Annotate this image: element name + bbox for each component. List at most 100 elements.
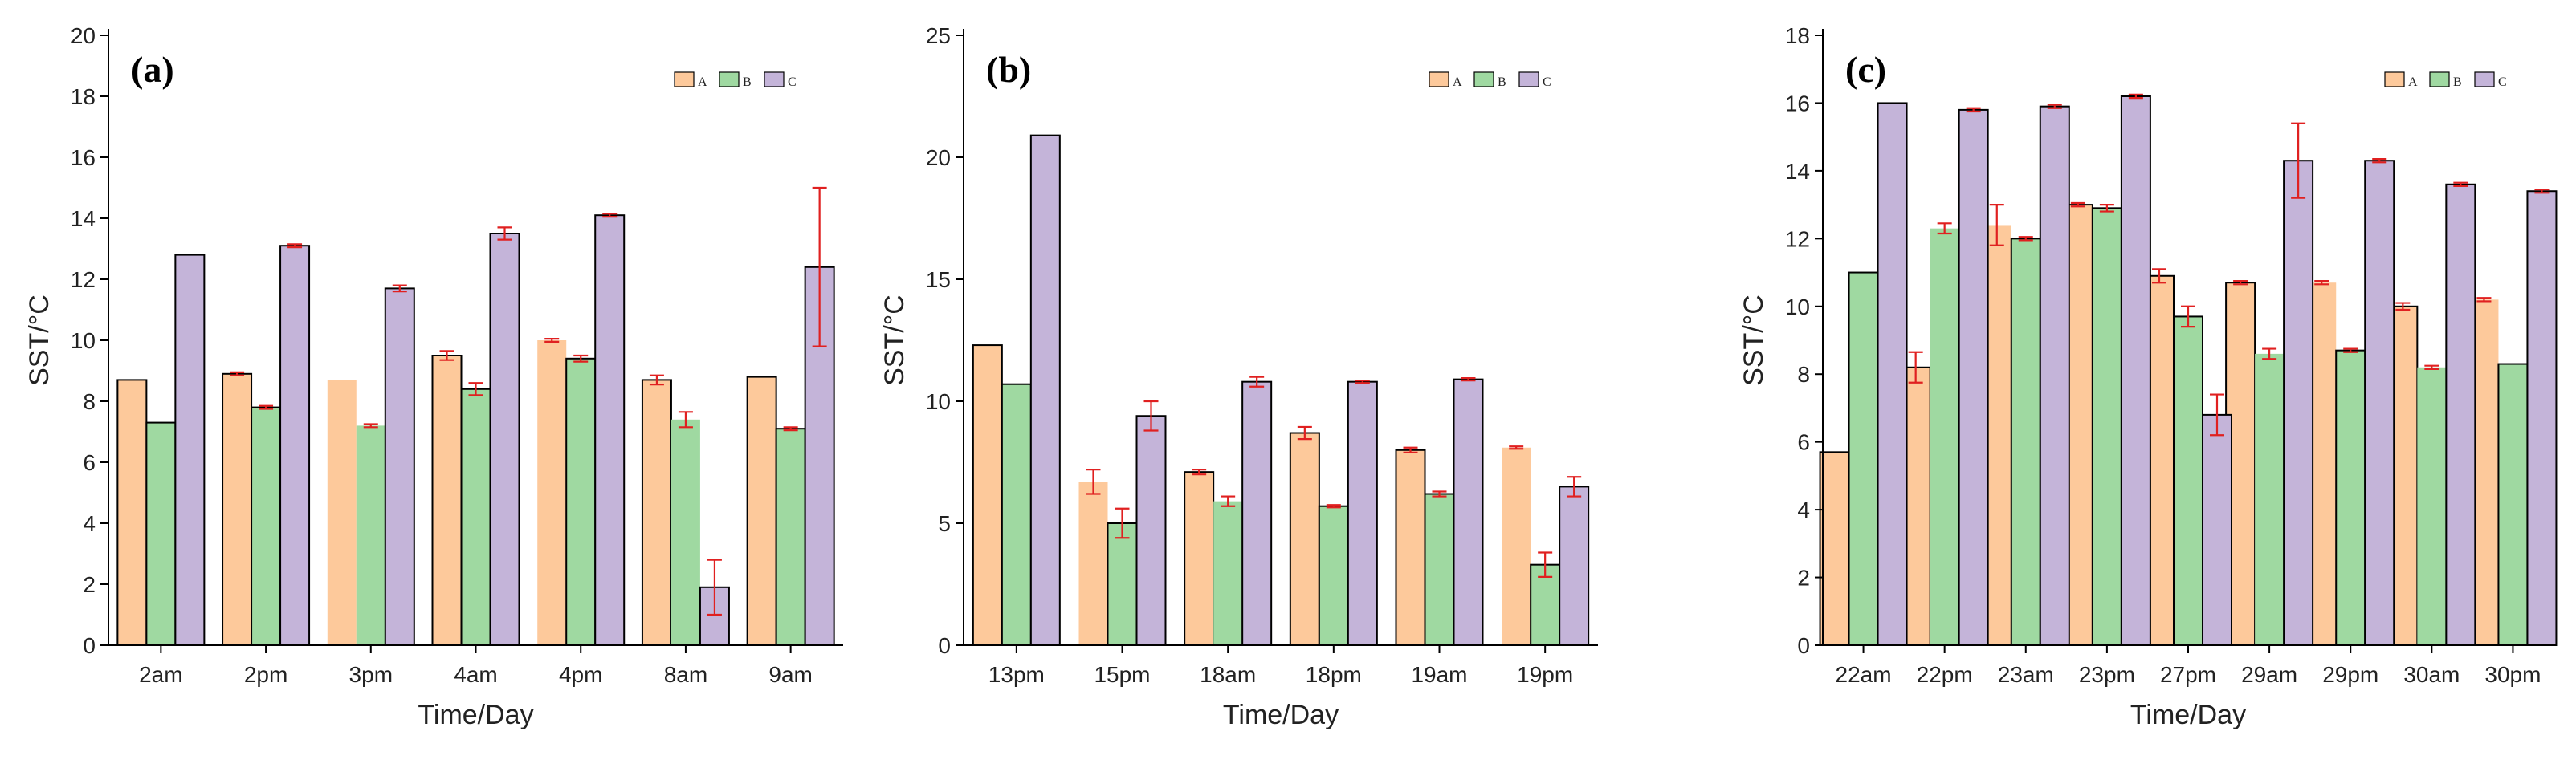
bar-A-13pm (972, 344, 1003, 646)
legend-swatch-A (2384, 71, 2405, 87)
bar-C-23am (2039, 105, 2070, 646)
bar-A-19pm (1502, 447, 1531, 645)
legend-label-C: C (2498, 75, 2507, 89)
error-bar-C-18pm (1355, 380, 1370, 384)
bar-A-18pm (1289, 432, 1320, 647)
bar-B-19am (1424, 493, 1455, 647)
legend-swatch-B (1473, 71, 1494, 87)
bar-A-9am (746, 376, 777, 646)
error-bar-B-19pm (1538, 551, 1553, 578)
x-axis-title: Time/Day (2130, 700, 2246, 730)
y-axis-title: SST/°C (879, 295, 910, 386)
x-axis-title: Time/Day (418, 700, 533, 730)
legend-label-A: A (2408, 75, 2418, 89)
x-tick-label: 2pm (244, 662, 287, 687)
error-bar-C-23pm (2128, 93, 2143, 100)
y-tick-label: 6 (83, 450, 96, 475)
bar-A-4am (431, 355, 463, 646)
bar-B-30am (2417, 367, 2447, 645)
error-bar-C-3pm (392, 284, 407, 293)
bar-C-18am (1241, 380, 1273, 646)
bar-C-3pm (384, 287, 415, 646)
y-tick-label: 2 (83, 572, 96, 597)
error-bar-C-2pm (287, 243, 303, 249)
y-axis-title: SST/°C (1738, 295, 1769, 386)
legend-label-A: A (698, 75, 707, 89)
bar-B-18pm (1318, 505, 1349, 646)
error-bar-B-23am (2018, 236, 2033, 242)
legend-swatch-C (2474, 71, 2495, 87)
x-tick-label: 23pm (2079, 662, 2135, 687)
y-tick-label: 14 (71, 206, 96, 231)
x-tick-label: 4am (454, 662, 497, 687)
y-tick-label: 15 (926, 267, 951, 292)
error-bar-C-22pm (1966, 107, 1981, 113)
y-tick-label: 8 (83, 389, 96, 414)
error-bar-C-15pm (1143, 400, 1159, 432)
y-tick-label: 0 (938, 633, 951, 658)
x-tick-label: 19am (1411, 662, 1467, 687)
y-tick-label: 0 (83, 633, 96, 658)
error-bar-A-23am (1989, 204, 2004, 246)
y-tick-label: 18 (71, 84, 96, 109)
x-tick-label: 2am (139, 662, 182, 687)
error-bar-B-9am (783, 426, 798, 432)
legend-label-B: B (2453, 75, 2462, 89)
legend-swatch-A (674, 71, 695, 87)
error-bar-C-4pm (602, 213, 618, 218)
bar-B-27pm (2173, 315, 2203, 646)
error-bar-C-9am (812, 186, 827, 347)
bar-C-4am (489, 233, 520, 646)
error-bar-A-19pm (1509, 445, 1524, 450)
error-bar-C-27pm (2210, 393, 2224, 437)
bar-C-18pm (1347, 380, 1378, 646)
error-bar-C-4am (497, 226, 512, 241)
bar-B-8am (670, 419, 700, 645)
x-tick-label: 3pm (349, 662, 393, 687)
y-tick-label: 20 (926, 145, 951, 170)
bar-C-2am (174, 254, 206, 646)
x-tick-label: 22am (1836, 662, 1892, 687)
y-tick-label: 8 (1797, 362, 1810, 387)
error-bar-A-30am (2395, 302, 2411, 311)
error-bar-C-18am (1249, 376, 1265, 388)
x-tick-label: 18am (1200, 662, 1256, 687)
x-tick-label: 9am (768, 662, 812, 687)
panel-label: (c) (1845, 49, 1886, 90)
bar-C-19pm (1559, 486, 1590, 647)
panel-b: 0 5 10 15 20 25 13pm 15pm 18am 18pm 19am 19pm Time/D… (879, 23, 1598, 730)
error-bar-B-29pm (2343, 347, 2358, 353)
error-bar-B-19am (1432, 490, 1447, 498)
bar-C-15pm (1135, 415, 1167, 646)
bar-B-29am (2255, 353, 2285, 645)
bar-C-22am (1877, 102, 1908, 646)
bar-C-23pm (2120, 96, 2151, 646)
bar-A-2am (116, 379, 148, 646)
y-tick-label: 10 (926, 389, 951, 414)
y-tick-label: 0 (1797, 633, 1810, 658)
x-tick-label: 23am (1998, 662, 2054, 687)
y-tick-label: 4 (1797, 498, 1810, 522)
x-tick-label: 29pm (2322, 662, 2378, 687)
legend-swatch-B (719, 71, 740, 87)
bar-B-23am (2010, 238, 2041, 646)
bar-B-22am (1848, 271, 1879, 646)
panel-label: (b) (986, 49, 1031, 90)
bar-C-27pm (2202, 413, 2232, 647)
bar-C-29pm (2364, 160, 2395, 646)
error-bar-C-19am (1461, 377, 1476, 382)
bar-C-4pm (594, 214, 626, 646)
error-bar-A-15pm (1086, 469, 1101, 495)
bar-B-9am (775, 428, 806, 646)
error-bar-A-23pm (2070, 201, 2085, 208)
error-bar-C-30am (2453, 181, 2468, 187)
panel-c: 0 2 4 6 8 10 12 14 16 18 22am 22pm 23am 23pm 27pm 29am 2… (1738, 23, 2558, 730)
error-bar-B-8am (678, 411, 693, 429)
error-bar-A-8am (649, 374, 664, 386)
error-bar-A-29am (2233, 280, 2248, 286)
x-tick-label: 8am (664, 662, 707, 687)
bar-A-15pm (1078, 482, 1108, 645)
legend-label-C: C (1543, 75, 1551, 89)
x-tick-label: 27pm (2160, 662, 2216, 687)
y-tick-label: 16 (1785, 91, 1810, 116)
